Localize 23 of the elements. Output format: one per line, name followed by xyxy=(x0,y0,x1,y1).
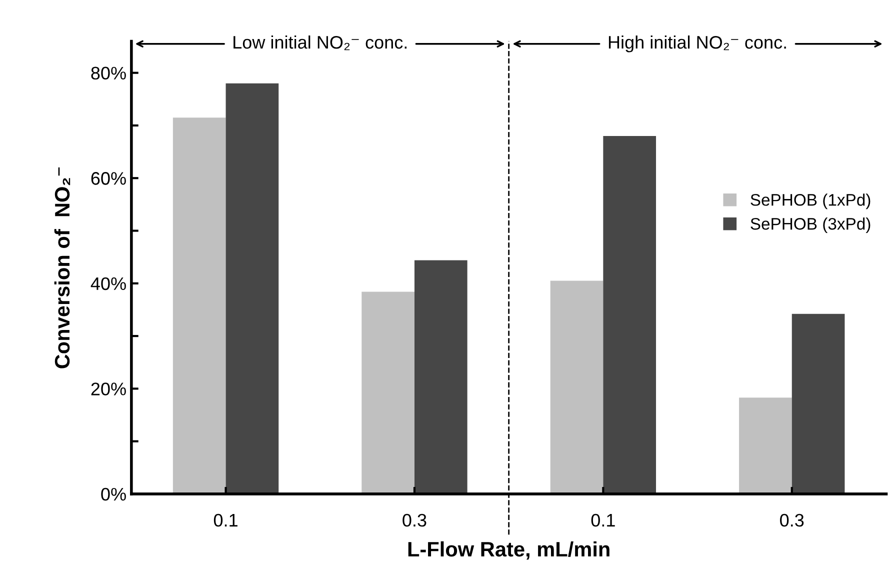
x-tick-label: 0.1 xyxy=(591,514,615,527)
bar xyxy=(739,398,792,494)
legend-label: SePHOB (1xPd) xyxy=(750,194,870,210)
y-tick-label: 40% xyxy=(90,277,126,290)
y-tick-label: 60% xyxy=(91,172,126,185)
y-axis-title: Conversion of NO₂⁻ xyxy=(54,167,70,368)
bar xyxy=(362,292,414,494)
annotation: High initial NO₂⁻ conc. xyxy=(608,35,786,52)
legend-label: SePHOB (3xPd) xyxy=(750,218,870,234)
annotation: Low initial NO₂⁻ conc. xyxy=(234,35,407,50)
y-tick-label: 0% xyxy=(101,488,126,501)
x-tick-label: 0.1 xyxy=(214,514,238,527)
x-tick-label: 0.3 xyxy=(402,514,426,527)
bar xyxy=(226,83,279,494)
bar xyxy=(172,118,226,494)
y-tick-label: 80% xyxy=(91,66,126,80)
bar xyxy=(550,280,604,494)
bar xyxy=(792,314,845,494)
bar xyxy=(414,260,468,494)
bar xyxy=(603,136,656,494)
y-tick-label: 20% xyxy=(91,382,126,396)
x-tick-label: 0.3 xyxy=(780,514,804,527)
x-axis-title: L-Flow Rate, mL/min xyxy=(408,541,610,560)
